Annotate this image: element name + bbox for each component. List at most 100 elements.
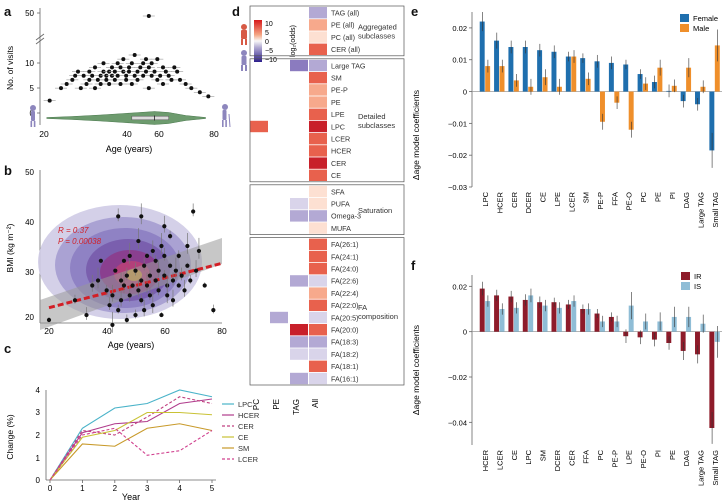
- f-chart-legend-label: IR: [694, 272, 702, 281]
- a-point: [146, 86, 151, 91]
- e-chart-bar-female: [479, 21, 485, 92]
- f-chart-ytick-label: 0.02: [452, 282, 467, 291]
- f-chart-bar-is: [571, 301, 577, 332]
- e-chart-bar-female: [580, 58, 586, 92]
- f-chart-xtick-label: PE-P: [610, 450, 619, 468]
- b-ylabel: BMI (kg m⁻²): [5, 223, 15, 272]
- b-point: [110, 293, 115, 298]
- e-chart-bar-male: [499, 66, 505, 92]
- e-chart-bar-male: [686, 67, 692, 92]
- f-ylabel: Δage model coefficients: [411, 325, 421, 415]
- b-point: [185, 243, 190, 249]
- e-chart-xtick-label: PE-P: [596, 192, 605, 210]
- d-cell: [309, 72, 327, 84]
- panel-label-d: d: [232, 4, 240, 19]
- e-chart-bar-female: [637, 74, 643, 92]
- d-row-label: FA(24:0): [331, 265, 359, 274]
- e-chart-bar-male: [657, 67, 663, 92]
- b-point: [211, 308, 216, 313]
- d-cbar-tick-m10: −10: [265, 57, 277, 64]
- d-group-box: [249, 58, 405, 183]
- d-cell: [309, 287, 327, 299]
- a-point: [161, 82, 165, 86]
- d-colorbar-label: log₂(odds): [290, 25, 297, 57]
- f-chart-bar-is: [513, 307, 519, 332]
- a-ytick-5: 5: [30, 84, 35, 93]
- d-cell: [309, 7, 327, 19]
- d-cell: [309, 43, 327, 55]
- a-point: [129, 82, 134, 86]
- b-point: [116, 214, 121, 219]
- a-point: [73, 73, 78, 78]
- b-ytick-50: 50: [25, 168, 34, 177]
- f-chart-legend-label: IS: [694, 282, 701, 291]
- c-line-sm: [49, 423, 213, 481]
- d-cell: [309, 169, 327, 181]
- d-row-label: FA(22:0): [331, 301, 359, 310]
- e-chart-legend-label: Male: [693, 24, 709, 33]
- d-row-label: FA(20:5): [331, 313, 359, 322]
- c-line-cer: [49, 396, 213, 481]
- a-point: [93, 65, 97, 70]
- b-point: [182, 288, 187, 293]
- d-row-label: CER: [331, 159, 346, 168]
- e-chart-bar-male: [628, 91, 634, 130]
- c-ytick-0: 0: [36, 476, 41, 485]
- a-point: [98, 82, 103, 86]
- d-group-label-line: Aggregated: [358, 22, 397, 31]
- a-point: [197, 90, 202, 95]
- f-chart-legend-swatch: [681, 272, 690, 280]
- a-point: [59, 86, 63, 91]
- d-row-label: PE (all): [331, 21, 355, 30]
- e-chart-bar-female: [537, 50, 543, 92]
- d-cell: [309, 31, 327, 43]
- a-point: [64, 82, 69, 86]
- d-cell: [309, 299, 327, 311]
- d-col-label: TAG: [292, 399, 301, 415]
- f-chart-bar-ir: [508, 296, 514, 332]
- b-point: [139, 214, 144, 219]
- b-point: [139, 298, 144, 303]
- f-chart-xtick-label: PE-O: [639, 450, 648, 469]
- e-chart-bar-female: [709, 91, 715, 151]
- d-group-label-line: subclasses: [358, 121, 395, 130]
- e-chart-bar-male: [485, 66, 491, 92]
- f-chart-bar-is: [542, 305, 548, 332]
- b-point: [84, 312, 89, 318]
- f-chart-bar-ir: [565, 304, 571, 332]
- a-point: [101, 61, 106, 66]
- d-cell: [290, 198, 308, 210]
- e-chart-bar-female: [608, 62, 614, 92]
- f-chart-bar-ir: [522, 299, 528, 332]
- b-point: [153, 278, 158, 283]
- c-line-lcer: [49, 427, 213, 481]
- f-chart-xtick-label: FFA: [582, 450, 591, 464]
- b-point: [136, 288, 141, 293]
- f-chart-bar-ir: [551, 302, 557, 332]
- b-xlabel: Age (years): [108, 340, 155, 350]
- d-cell: [309, 324, 327, 336]
- d-group-box: [249, 5, 405, 57]
- a-point: [104, 77, 109, 82]
- a-violin-shape: [46, 111, 206, 125]
- d-cell: [290, 275, 308, 287]
- d-cell: [290, 210, 308, 222]
- d-col-label: All: [311, 399, 320, 408]
- b-point: [176, 283, 181, 288]
- b-point: [142, 308, 147, 313]
- e-chart-bar-female: [565, 56, 571, 92]
- a-point: [163, 69, 168, 74]
- b-point: [193, 268, 199, 273]
- f-chart-bar-ir: [494, 295, 500, 332]
- d-group-label: Detailed subclasses: [358, 112, 395, 130]
- d-row-label: LCER: [331, 135, 350, 144]
- e-chart-xtick-label: DCER: [524, 191, 533, 213]
- a-point: [81, 73, 86, 78]
- panel-f: 0.02 0 −0.02 −0.04 HCER LCER CE LPC SM DCER CER FFA…: [411, 272, 722, 486]
- a-point: [78, 86, 83, 91]
- e-chart-bar-female: [594, 61, 600, 92]
- f-chart-xtick-label: LPC: [524, 449, 533, 464]
- b-point: [159, 243, 164, 249]
- b-point: [144, 283, 150, 288]
- b-point: [121, 283, 127, 288]
